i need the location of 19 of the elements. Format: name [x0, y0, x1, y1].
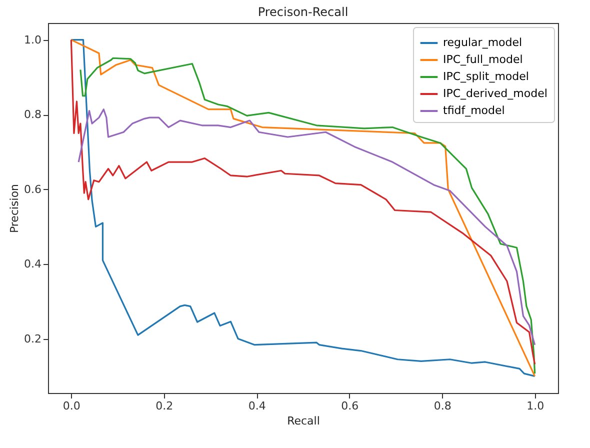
y-tick-label: 1.0 [24, 33, 42, 46]
legend-label: IPC_derived_model [443, 87, 548, 100]
legend-label: regular_model [443, 36, 522, 49]
x-tick-label: 0.2 [156, 400, 174, 412]
chart-title: Precison-Recall [258, 5, 348, 19]
x-axis-title: Recall [287, 414, 320, 428]
x-tick-label: 0.0 [62, 400, 80, 412]
legend-label: IPC_split_model [443, 70, 529, 83]
x-tick-label: 1.0 [526, 400, 544, 412]
legend-label: tfidf_model [443, 104, 505, 117]
y-tick-label: 0.8 [24, 108, 42, 122]
y-tick-label: 0.6 [24, 182, 42, 196]
y-tick-label: 0.2 [24, 332, 42, 346]
x-tick-label: 0.6 [341, 400, 359, 412]
legend-label: IPC_full_model [443, 53, 523, 66]
x-tick-label: 0.8 [434, 400, 452, 412]
y-axis-title: Precision [8, 184, 22, 234]
x-tick-label: 0.4 [248, 400, 266, 412]
y-tick-label: 0.4 [24, 258, 42, 271]
